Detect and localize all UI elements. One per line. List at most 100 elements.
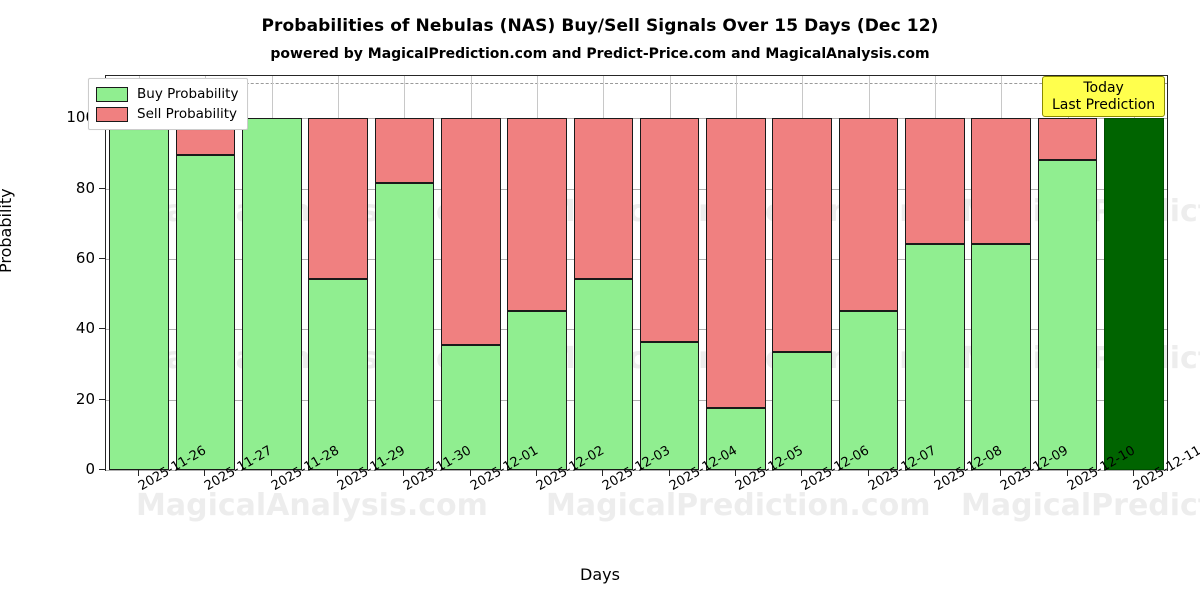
bar-2025-12-10[interactable] xyxy=(1037,76,1098,470)
legend-label-sell: Sell Probability xyxy=(137,106,238,122)
bar-segment-sell[interactable] xyxy=(905,118,965,244)
bar-2025-11-29[interactable] xyxy=(308,76,368,470)
x-tick-mark xyxy=(801,470,803,476)
bar-2025-12-03[interactable] xyxy=(573,76,634,470)
bar-segment-buy[interactable] xyxy=(109,118,169,470)
y-gridline xyxy=(106,258,1167,260)
bar-segment-buy[interactable] xyxy=(440,345,501,470)
x-tick-label: 2025-12-09 xyxy=(998,443,1071,494)
x-tick-mark xyxy=(270,470,272,476)
y-tick-mark xyxy=(99,187,105,189)
chart-subtitle: powered by MagicalPrediction.com and Pre… xyxy=(270,46,930,62)
bar-segment-today[interactable] xyxy=(1104,118,1164,470)
x-tick-mark xyxy=(867,470,869,476)
x-tick-label: 2025-12-08 xyxy=(932,443,1005,494)
x-tick-mark xyxy=(138,470,140,476)
bar-2025-12-06[interactable] xyxy=(772,76,833,470)
x-tick-mark xyxy=(337,470,339,476)
bar-segment-buy[interactable] xyxy=(374,183,435,470)
y-tick-label: 60 xyxy=(75,248,95,267)
bar-segment-buy[interactable] xyxy=(175,155,236,470)
bar-2025-11-30[interactable] xyxy=(374,76,435,470)
x-tick-label: 2025-12-06 xyxy=(799,443,872,494)
y-tick-mark xyxy=(99,398,105,400)
bar-segment-buy[interactable] xyxy=(507,311,567,470)
bar-segment-sell[interactable] xyxy=(772,118,833,352)
bar-2025-12-11[interactable] xyxy=(1104,76,1164,470)
x-tick-mark xyxy=(602,470,604,476)
y-tick-mark xyxy=(99,257,105,259)
bar-segment-buy[interactable] xyxy=(772,351,833,470)
x-tick-label: 2025-12-04 xyxy=(667,443,740,494)
bar-segment-sell[interactable] xyxy=(573,118,634,279)
bar-segment-sell[interactable] xyxy=(440,118,501,346)
today-annotation-line1: Today xyxy=(1083,80,1124,96)
watermark: MagicalAnalysis.com xyxy=(136,488,488,523)
x-tick-label: 2025-12-02 xyxy=(534,443,607,494)
bar-2025-12-08[interactable] xyxy=(905,76,965,470)
x-tick-mark xyxy=(469,470,471,476)
bar-2025-12-02[interactable] xyxy=(507,76,567,470)
bar-segment-buy[interactable] xyxy=(639,341,700,470)
bar-2025-12-01[interactable] xyxy=(440,76,501,470)
x-tick-mark xyxy=(933,470,935,476)
x-tick-label: 2025-11-26 xyxy=(136,443,209,494)
bar-2025-11-27[interactable] xyxy=(175,76,236,470)
today-annotation-line2: Last Prediction xyxy=(1052,96,1156,113)
y-gridline xyxy=(106,188,1167,190)
bar-segment-buy[interactable] xyxy=(1037,160,1098,470)
plot-area: MagicalAnalysis.com MagicalPrediction.com… xyxy=(105,75,1200,523)
x-tick-mark xyxy=(204,470,206,476)
y-gridline xyxy=(106,399,1167,401)
x-tick-mark xyxy=(1066,470,1068,476)
bar-2025-12-07[interactable] xyxy=(838,76,899,470)
bar-segment-buy[interactable] xyxy=(838,311,899,470)
x-tick-mark xyxy=(1132,470,1134,476)
y-tick-label: 100 xyxy=(66,108,95,127)
bar-segment-sell[interactable] xyxy=(507,118,567,312)
legend-swatch-buy-icon xyxy=(96,86,128,102)
plot-inner: MagicalAnalysis.com MagicalPrediction.com… xyxy=(106,76,1200,523)
bar-segment-sell[interactable] xyxy=(639,118,700,342)
bar-2025-11-26[interactable] xyxy=(109,76,169,470)
bar-segment-buy[interactable] xyxy=(241,118,302,470)
bar-segment-buy[interactable] xyxy=(706,407,766,470)
x-tick-mark xyxy=(668,470,670,476)
chart-title: Probabilities of Nebulas (NAS) Buy/Sell … xyxy=(261,16,939,36)
x-tick-mark xyxy=(734,470,736,476)
y-tick-label: 20 xyxy=(75,389,95,408)
bar-segment-buy[interactable] xyxy=(573,278,634,470)
bar-2025-11-28[interactable] xyxy=(241,76,302,470)
y-tick-mark xyxy=(99,469,105,470)
bar-segment-sell[interactable] xyxy=(838,118,899,312)
bar-segment-buy[interactable] xyxy=(971,243,1032,470)
x-tick-label: 2025-11-28 xyxy=(269,443,342,494)
x-tick-label: 2025-12-10 xyxy=(1065,443,1138,494)
bar-segment-buy[interactable] xyxy=(308,278,368,470)
bar-segment-buy[interactable] xyxy=(905,243,965,470)
bar-segment-sell[interactable] xyxy=(706,118,766,408)
y-tick-label: 0 xyxy=(85,460,95,478)
bar-segment-sell[interactable] xyxy=(374,118,435,184)
today-annotation: Today Last Prediction xyxy=(1042,76,1166,118)
x-axis-title: Days xyxy=(580,565,620,584)
y-tick-mark xyxy=(99,328,105,330)
legend-label-buy: Buy Probability xyxy=(137,86,239,102)
legend-item-buy[interactable]: Buy Probability xyxy=(96,84,238,104)
bar-2025-12-05[interactable] xyxy=(706,76,766,470)
x-tick-mark xyxy=(1000,470,1002,476)
chart-legend: Buy Probability Sell Probability xyxy=(88,78,249,130)
y-gridline xyxy=(106,329,1167,331)
x-tick-mark xyxy=(536,470,538,476)
bar-2025-12-09[interactable] xyxy=(971,76,1032,470)
y-gridline xyxy=(106,118,1167,120)
x-tick-label: 2025-12-05 xyxy=(733,443,806,494)
bar-segment-sell[interactable] xyxy=(1037,118,1098,161)
x-tick-label: 2025-11-29 xyxy=(335,443,408,494)
bar-segment-sell[interactable] xyxy=(971,118,1032,244)
bar-2025-12-04[interactable] xyxy=(639,76,700,470)
bar-segment-sell[interactable] xyxy=(308,118,368,279)
legend-item-sell[interactable]: Sell Probability xyxy=(96,104,238,124)
y-axis-title: Probability xyxy=(0,188,15,273)
